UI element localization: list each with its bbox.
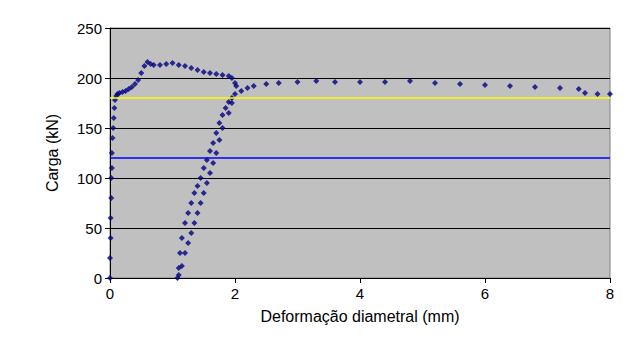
svg-text:8: 8	[606, 285, 614, 302]
svg-text:4: 4	[356, 285, 364, 302]
svg-text:200: 200	[77, 70, 102, 87]
svg-text:250: 250	[77, 20, 102, 37]
svg-text:6: 6	[481, 285, 489, 302]
svg-text:Deformação diametral (mm): Deformação diametral (mm)	[260, 308, 459, 325]
svg-text:Carga (kN): Carga (kN)	[44, 114, 61, 192]
svg-text:0: 0	[94, 270, 102, 287]
svg-text:0: 0	[106, 285, 114, 302]
svg-text:50: 50	[85, 220, 102, 237]
svg-text:2: 2	[231, 285, 239, 302]
svg-text:150: 150	[77, 120, 102, 137]
svg-text:100: 100	[77, 170, 102, 187]
